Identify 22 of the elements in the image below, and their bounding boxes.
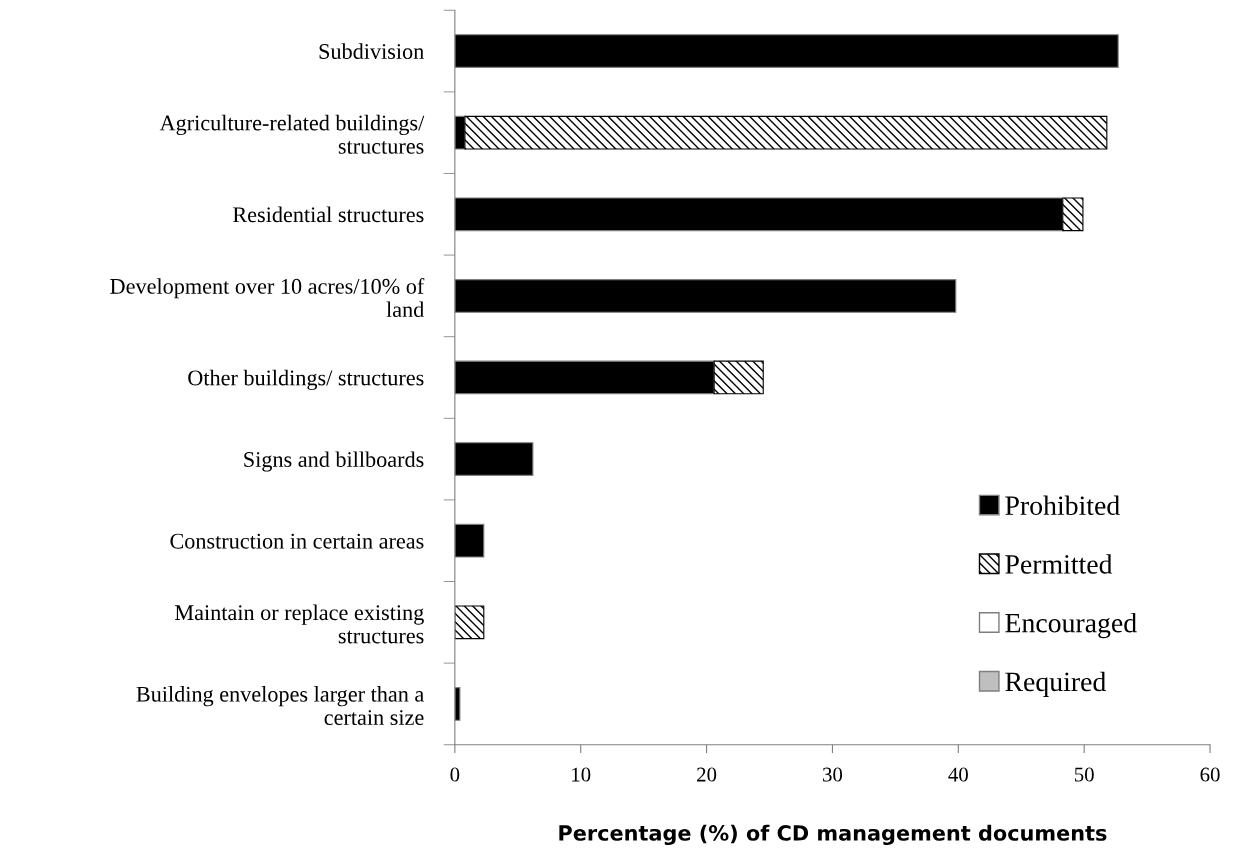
x-tick-label: 10 [572, 767, 591, 782]
x-tick-label: 0 [450, 767, 460, 782]
y-tick-label: Building envelopes larger than a certain size [136, 686, 424, 726]
x-tick-label: 60 [1200, 767, 1220, 782]
legend-label: Required [1005, 671, 1106, 697]
x-tick-label: 50 [1074, 767, 1094, 782]
legend-label: Permitted [1005, 554, 1113, 574]
y-tick-label: Other buildings/ structures [188, 369, 424, 390]
x-tick-label: 30 [823, 767, 843, 782]
y-tick-label: Construction in certain areas [170, 533, 424, 549]
x-tick-label: 40 [948, 767, 968, 782]
legend-label: Prohibited [1005, 495, 1120, 516]
x-axis-title: Percentage (%) of CD management documents [559, 824, 1107, 846]
legend-label: Encouraged [1005, 612, 1137, 639]
y-tick-label: Subdivision [319, 43, 424, 59]
y-tick-label: Residential structures [233, 206, 424, 223]
y-tick-label: Signs and billboards [244, 451, 424, 472]
y-tick-label: Maintain or replace existing structures [175, 604, 424, 644]
x-tick-label: 20 [697, 767, 717, 782]
y-tick-label: Agriculture-related buildings/ structures [159, 114, 425, 154]
bar [454, 605, 485, 640]
y-tick-label: Development over 10 acres/10% of land [110, 277, 425, 318]
